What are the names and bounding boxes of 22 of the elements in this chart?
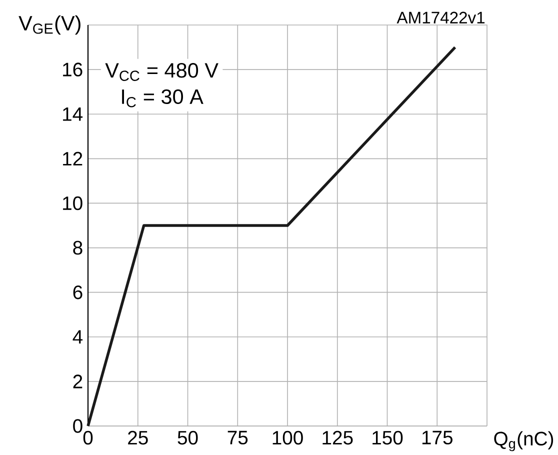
annotation: V$_{CC}$ = 480 V — [105, 63, 218, 81]
y-tick-label: 10 — [63, 196, 82, 210]
x-tick-label: 100 — [272, 430, 303, 445]
y-tick-label: 2 — [73, 374, 82, 388]
y-tick-label: 12 — [63, 152, 82, 166]
x-tick-label: 0 — [83, 430, 93, 445]
x-tick-label: 75 — [228, 430, 248, 444]
x-tick-label: 50 — [178, 430, 198, 445]
x-axis-title: Q$_{g}$(nC) — [494, 431, 554, 452]
text: AM17422v1 — [396, 12, 485, 24]
y-tick-label: 14 — [63, 107, 83, 121]
y-tick-label: 16 — [63, 62, 82, 76]
y-tick-label: 6 — [73, 285, 82, 300]
x-tick-label: 175 — [422, 430, 452, 444]
y-axis-title: V$_{GE}$(V) — [18, 15, 80, 35]
y-tick-label: 0 — [73, 419, 82, 433]
y-tick-label: 8 — [73, 240, 82, 255]
x-tick-label: 125 — [322, 430, 353, 445]
y-tick-label: 4 — [72, 330, 83, 344]
x-tick-label: 150 — [372, 430, 403, 445]
annotation: I$_{C}$ = 30 A — [122, 89, 204, 108]
x-tick-label: 25 — [128, 430, 148, 445]
